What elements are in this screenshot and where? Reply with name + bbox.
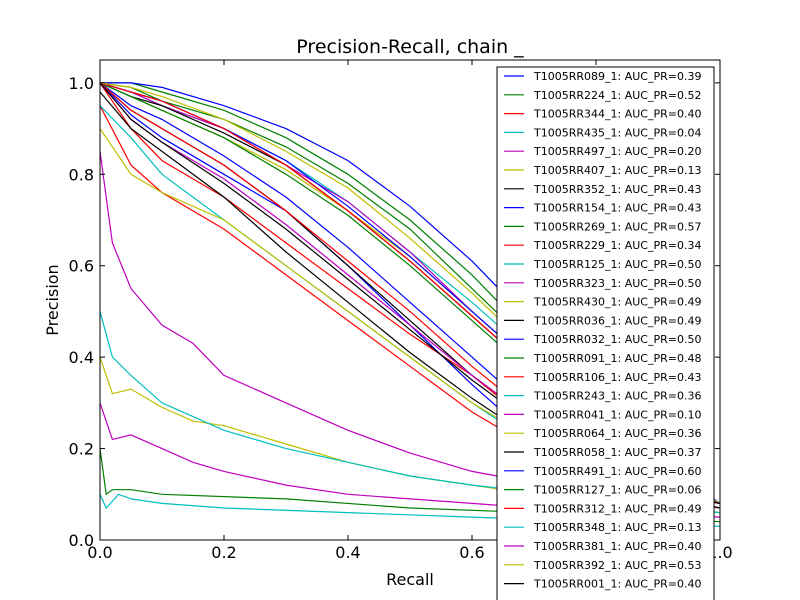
legend-entry: T1005RR089_1: AUC_PR=0.39 <box>533 70 701 83</box>
legend-entry: T1005RR348_1: AUC_PR=0.13 <box>533 521 701 534</box>
series-line-6 <box>100 356 720 514</box>
legend-entry: T1005RR435_1: AUC_PR=0.04 <box>533 126 701 139</box>
x-tick-label: 0.4 <box>335 543 360 562</box>
y-tick-label: 1.0 <box>69 74 94 93</box>
y-tick-label: 0.0 <box>69 531 94 550</box>
series-line-5 <box>100 151 720 509</box>
chart-title: Precision-Recall, chain _ <box>296 36 524 58</box>
legend-entry: T1005RR064_1: AUC_PR=0.36 <box>533 427 701 440</box>
legend-entry: T1005RR001_1: AUC_PR=0.40 <box>533 578 701 591</box>
axes-frame <box>99 59 721 541</box>
series-line-25 <box>100 311 720 514</box>
legend-entry: T1005RR229_1: AUC_PR=0.34 <box>533 239 701 252</box>
legend-entry: T1005RR224_1: AUC_PR=0.52 <box>533 89 701 102</box>
legend-entry: T1005RR491_1: AUC_PR=0.60 <box>533 465 701 478</box>
legend-entry: T1005RR106_1: AUC_PR=0.43 <box>533 371 701 384</box>
legend-entry: T1005RR041_1: AUC_PR=0.10 <box>533 408 701 421</box>
legend-entry: T1005RR407_1: AUC_PR=0.13 <box>533 164 701 177</box>
x-axis-label: Recall <box>386 570 434 589</box>
x-tick-label: 0.2 <box>211 543 236 562</box>
legend-box <box>496 66 715 600</box>
legend-entry: T1005RR032_1: AUC_PR=0.50 <box>533 333 701 346</box>
legend-entry: T1005RR125_1: AUC_PR=0.50 <box>533 258 701 271</box>
legend-entry: T1005RR344_1: AUC_PR=0.40 <box>533 108 701 121</box>
legend-entry: T1005RR269_1: AUC_PR=0.57 <box>533 220 701 233</box>
legend-entry: T1005RR392_1: AUC_PR=0.53 <box>533 559 701 572</box>
x-tick-label: 0.0 <box>87 543 112 562</box>
legend-entry: T1005RR127_1: AUC_PR=0.06 <box>533 484 701 497</box>
legend-entry: T1005RR058_1: AUC_PR=0.37 <box>533 446 701 459</box>
legend-entry: T1005RR352_1: AUC_PR=0.43 <box>533 183 701 196</box>
series-line-19 <box>100 402 720 518</box>
x-tick-label: 0.6 <box>459 543 484 562</box>
legend-entry: T1005RR323_1: AUC_PR=0.50 <box>533 277 701 290</box>
legend-entry: T1005RR091_1: AUC_PR=0.48 <box>533 352 701 365</box>
y-tick-label: 0.4 <box>69 348 94 367</box>
legend-entry: T1005RR381_1: AUC_PR=0.40 <box>533 540 701 553</box>
legend: T1005RR089_1: AUC_PR=0.39 T1005RR224_1: A… <box>496 66 715 600</box>
y-tick-label: 0.8 <box>69 165 94 184</box>
legend-entry: T1005RR430_1: AUC_PR=0.49 <box>533 296 701 309</box>
y-tick-label: 0.2 <box>69 440 94 459</box>
legend-entry: T1005RR154_1: AUC_PR=0.43 <box>533 202 701 215</box>
series-line-23 <box>100 448 720 523</box>
legend-entry: T1005RR312_1: AUC_PR=0.49 <box>533 502 701 515</box>
y-axis-label: Precision <box>43 264 62 335</box>
legend-entry: T1005RR497_1: AUC_PR=0.20 <box>533 145 701 158</box>
y-tick-label: 0.6 <box>69 257 94 276</box>
legend-entry: T1005RR243_1: AUC_PR=0.36 <box>533 390 701 403</box>
legend-entry: T1005RR036_1: AUC_PR=0.49 <box>533 314 701 327</box>
